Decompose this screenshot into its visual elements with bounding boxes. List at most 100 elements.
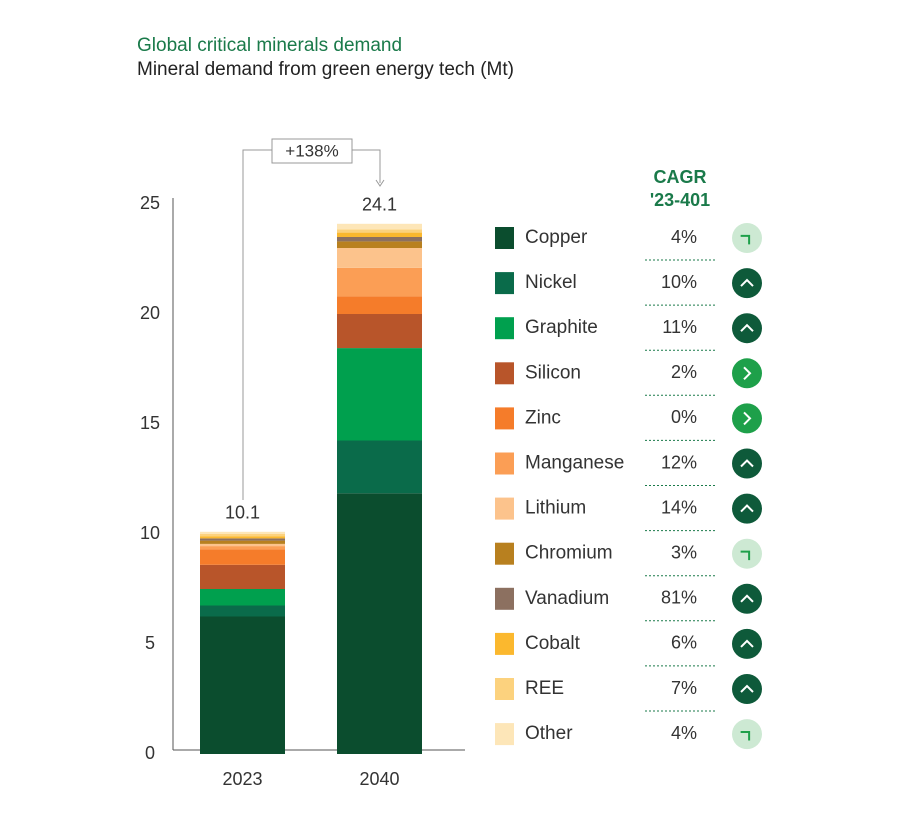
legend-swatch — [495, 317, 514, 340]
legend-label: REE — [525, 678, 564, 699]
cagr-value: 7% — [671, 678, 697, 698]
bar-segment — [337, 232, 422, 237]
cagr-value: 12% — [661, 452, 697, 472]
legend-swatch — [495, 497, 514, 520]
trend-arrow — [743, 366, 752, 381]
total-label: 24.1 — [362, 195, 397, 215]
chart-subtitle: Mineral demand from green energy tech (M… — [137, 59, 514, 80]
legend-label: Silicon — [525, 362, 581, 383]
trend-icon — [732, 268, 762, 299]
trend-icon — [732, 674, 762, 704]
trend-arrow — [740, 504, 754, 513]
cagr-value: 14% — [661, 497, 697, 517]
trend-arrow — [740, 323, 754, 332]
bar-segment — [200, 616, 285, 754]
legend-label: Chromium — [525, 543, 613, 564]
trend-icon — [732, 583, 762, 614]
trend-icon — [732, 719, 762, 750]
annotation-bracket — [242, 149, 381, 500]
bar-segment — [200, 605, 285, 617]
cagr-header: '23-401 — [650, 190, 710, 210]
bar-segment — [200, 538, 285, 541]
legend-swatch — [495, 227, 514, 249]
legend-swatch — [495, 723, 514, 746]
bar-segment — [337, 296, 422, 314]
total-label: 10.1 — [225, 503, 260, 523]
legend-label: Cobalt — [525, 633, 581, 654]
legend-swatch — [495, 362, 514, 385]
bar-segment — [337, 241, 422, 248]
trend-icon — [732, 538, 762, 569]
trend-icon — [732, 403, 762, 434]
legend-swatch — [495, 587, 514, 610]
trend-arrow — [740, 730, 751, 741]
bar-segment — [337, 248, 422, 268]
y-tick-label: 0 — [145, 743, 155, 763]
cagr-value: 4% — [671, 723, 697, 743]
x-tick-label: 2023 — [222, 769, 262, 789]
chart-title: Global critical minerals demand — [137, 35, 402, 56]
cagr-value: 6% — [671, 633, 697, 653]
cagr-value: 3% — [671, 542, 697, 562]
trend-icon — [732, 448, 762, 479]
trend-arrow — [743, 411, 752, 426]
legend-label: Lithium — [525, 498, 586, 519]
cagr-value: 0% — [671, 407, 697, 427]
trend-icon — [732, 313, 762, 344]
bar-segment — [337, 267, 422, 297]
bar-segment — [200, 536, 285, 539]
bar-segment — [200, 534, 285, 537]
bar-segment — [200, 589, 285, 606]
y-tick-label: 15 — [140, 413, 160, 433]
bar-segment — [337, 493, 422, 754]
bar-segment — [200, 531, 285, 534]
bar-segment — [200, 540, 285, 544]
legend-label: Vanadium — [525, 588, 609, 609]
legend-swatch — [495, 678, 514, 700]
bar-segment — [337, 440, 422, 494]
trend-icon — [732, 628, 762, 659]
legend-swatch — [495, 407, 514, 430]
trend-icon — [732, 223, 762, 253]
bar-segment — [200, 564, 285, 589]
legend-label: Zinc — [525, 407, 561, 428]
annotation-arrow — [375, 179, 385, 187]
bar-segment — [337, 314, 422, 349]
legend-label: Manganese — [525, 453, 624, 474]
trend-arrow — [740, 684, 754, 693]
legend-swatch — [495, 632, 514, 655]
annotation: +138% — [285, 141, 338, 160]
y-tick-label: 5 — [145, 633, 155, 653]
trend-arrow — [740, 234, 751, 245]
trend-arrow — [740, 278, 754, 287]
y-tick-label: 20 — [140, 303, 160, 323]
bar-segment — [337, 237, 422, 242]
y-tick-label: 25 — [140, 193, 160, 213]
legend-label: Copper — [525, 227, 588, 248]
trend-arrow — [740, 594, 754, 603]
annotation-box — [271, 138, 353, 164]
bar-segment — [200, 549, 285, 565]
x-tick-label: 2040 — [359, 769, 399, 789]
legend-swatch — [495, 452, 514, 475]
trend-arrow — [740, 639, 754, 648]
legend-swatch — [495, 272, 514, 295]
legend-label: Other — [525, 723, 573, 744]
trend-icon — [732, 358, 762, 389]
bar-segment — [200, 543, 285, 547]
trend-arrow — [740, 459, 754, 468]
cagr-header: CAGR — [654, 167, 707, 187]
y-tick-label: 10 — [140, 523, 160, 543]
legend-label: Graphite — [525, 317, 598, 338]
cagr-value: 81% — [661, 588, 697, 608]
cagr-value: 2% — [671, 362, 697, 382]
bar-segment — [337, 223, 422, 230]
legend-label: Nickel — [525, 272, 577, 293]
bar-segment — [337, 229, 422, 233]
cagr-value: 11% — [662, 317, 697, 337]
cagr-value: 4% — [671, 227, 697, 247]
trend-icon — [732, 493, 762, 524]
bar-segment — [200, 546, 285, 550]
cagr-value: 10% — [661, 272, 697, 292]
